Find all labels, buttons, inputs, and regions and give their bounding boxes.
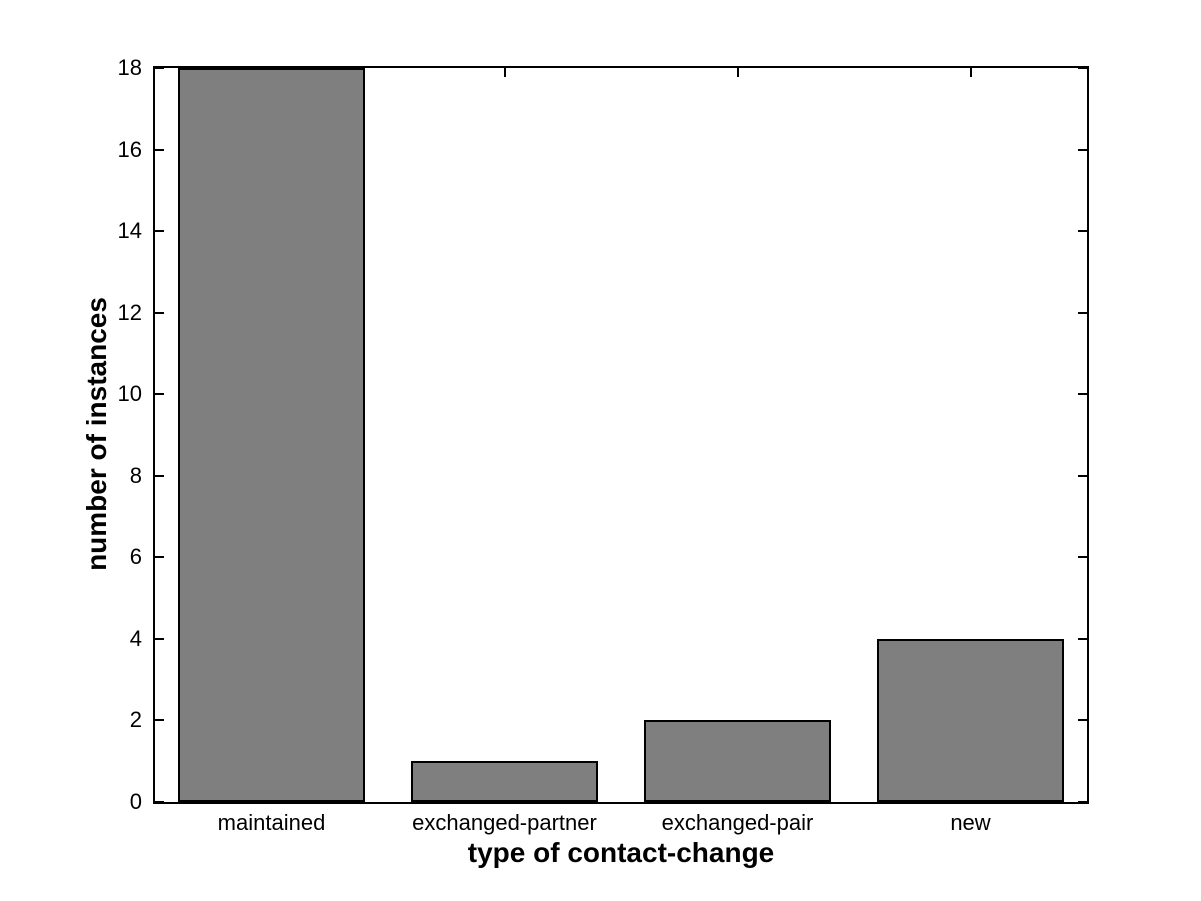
- y-tick-right: [1078, 230, 1087, 233]
- y-tick-label: 4: [129, 625, 142, 651]
- y-tick-left: [155, 719, 164, 722]
- y-tick-left: [155, 801, 164, 803]
- y-tick-label: 6: [129, 544, 142, 570]
- x-tick-label-exchanged-partner: exchanged-partner: [412, 810, 597, 835]
- bar-exchanged-pair: [644, 720, 831, 802]
- plot-area: [153, 66, 1089, 804]
- x-tick-top: [503, 68, 506, 77]
- y-tick-right: [1078, 393, 1087, 396]
- y-tick-left: [155, 311, 164, 314]
- y-tick-label: 2: [129, 707, 142, 733]
- y-tick-left: [155, 148, 164, 151]
- bar-exchanged-partner: [411, 761, 598, 802]
- y-tick-right: [1078, 148, 1087, 151]
- y-tick-left: [155, 230, 164, 233]
- y-axis-label: number of instances: [81, 297, 112, 571]
- y-tick-label: 14: [117, 218, 142, 244]
- y-tick-right: [1078, 67, 1087, 69]
- y-tick-left: [155, 556, 164, 559]
- y-tick-label: 8: [129, 462, 142, 488]
- y-tick-label: 16: [117, 136, 142, 162]
- y-tick-right: [1078, 311, 1087, 314]
- y-tick-left: [155, 474, 164, 477]
- x-axis-label: type of contact-change: [467, 837, 775, 868]
- x-tick-top: [969, 68, 972, 77]
- y-tick-right: [1078, 801, 1087, 803]
- y-tick-left: [155, 393, 164, 396]
- y-tick-right: [1078, 556, 1087, 559]
- x-tick-label-maintained: maintained: [217, 810, 326, 835]
- y-tick-left: [155, 637, 164, 640]
- x-tick-top: [736, 68, 739, 77]
- y-tick-right: [1078, 474, 1087, 477]
- bars-layer: [155, 68, 1087, 802]
- y-tick-label: 12: [117, 299, 142, 325]
- y-tick-label: 0: [129, 789, 142, 814]
- y-tick-left: [155, 67, 164, 69]
- x-tick-label-exchanged-pair: exchanged-pair: [661, 810, 814, 835]
- bar-new: [877, 638, 1064, 802]
- y-tick-right: [1078, 719, 1087, 722]
- y-tick-right: [1078, 637, 1087, 640]
- y-tick-label: 18: [117, 55, 142, 80]
- bar-maintained: [178, 68, 365, 802]
- y-tick-label: 10: [117, 381, 142, 407]
- x-tick-label-new: new: [950, 810, 991, 835]
